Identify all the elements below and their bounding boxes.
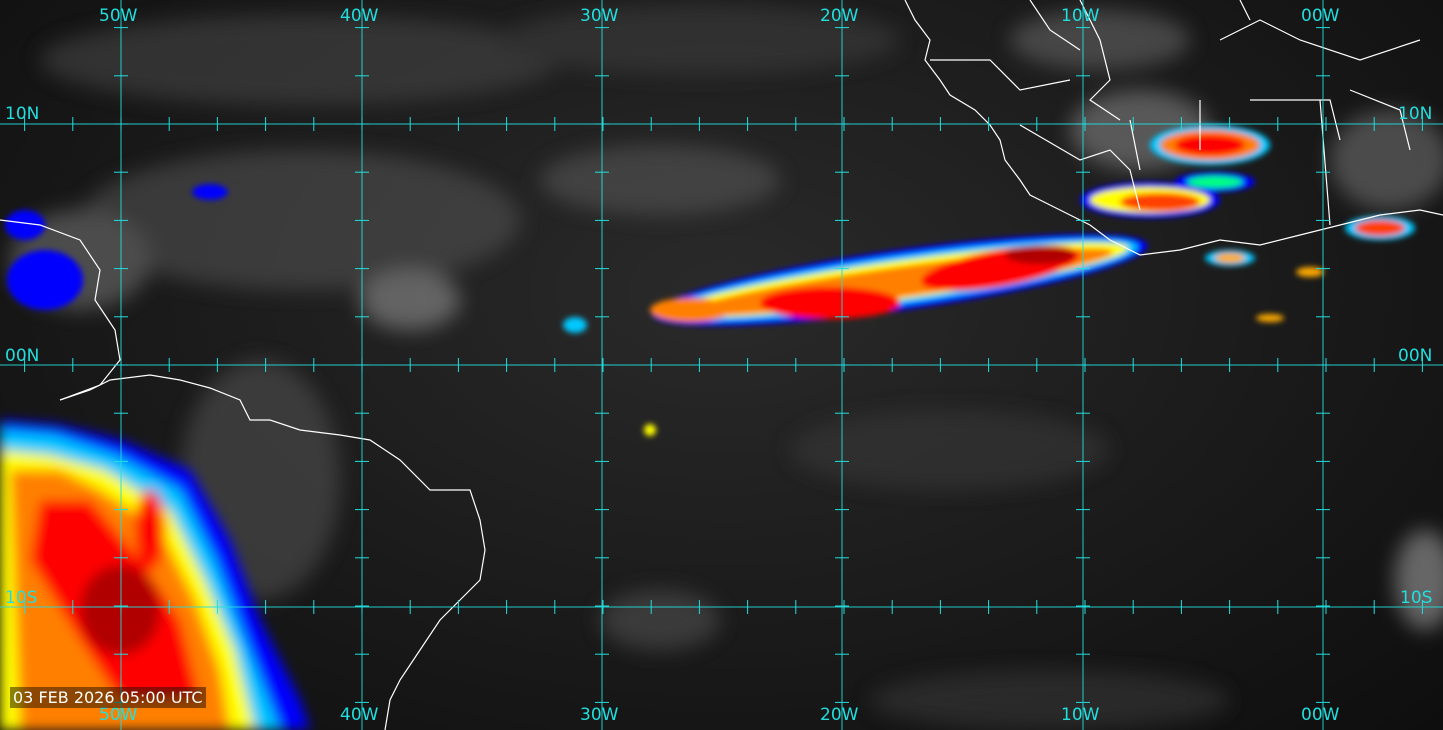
- lat-label-10s-left: 10S: [5, 588, 38, 608]
- lon-label-00w-bottom: 00W: [1301, 705, 1340, 725]
- lon-label-30w-top: 30W: [580, 6, 619, 26]
- lat-label-00n-left: 00N: [5, 346, 40, 366]
- graticule-ticks: [24, 27, 1423, 703]
- lon-label-10w-top: 10W: [1061, 6, 1100, 26]
- convection-band: [0, 125, 1415, 730]
- lon-label-20w-bottom: 20W: [820, 705, 859, 725]
- lon-label-40w-top: 40W: [340, 6, 379, 26]
- lat-label-10n-left: 10N: [5, 104, 40, 124]
- lon-label-50w-top: 50W: [99, 6, 138, 26]
- lon-label-00w-top: 00W: [1301, 6, 1340, 26]
- lat-label-00n-right: 00N: [1398, 346, 1433, 366]
- lat-label-10s-right: 10S: [1400, 588, 1433, 608]
- lat-label-10n-right: 10N: [1398, 104, 1433, 124]
- lon-label-10w-bottom: 10W: [1061, 705, 1100, 725]
- lon-label-50w-bottom: 50W: [99, 705, 138, 725]
- lon-label-40w-bottom: 40W: [340, 705, 379, 725]
- lon-label-20w-top: 20W: [820, 6, 859, 26]
- timestamp-label: 03 FEB 2026 05:00 UTC: [10, 687, 206, 708]
- lon-label-30w-bottom: 30W: [580, 705, 619, 725]
